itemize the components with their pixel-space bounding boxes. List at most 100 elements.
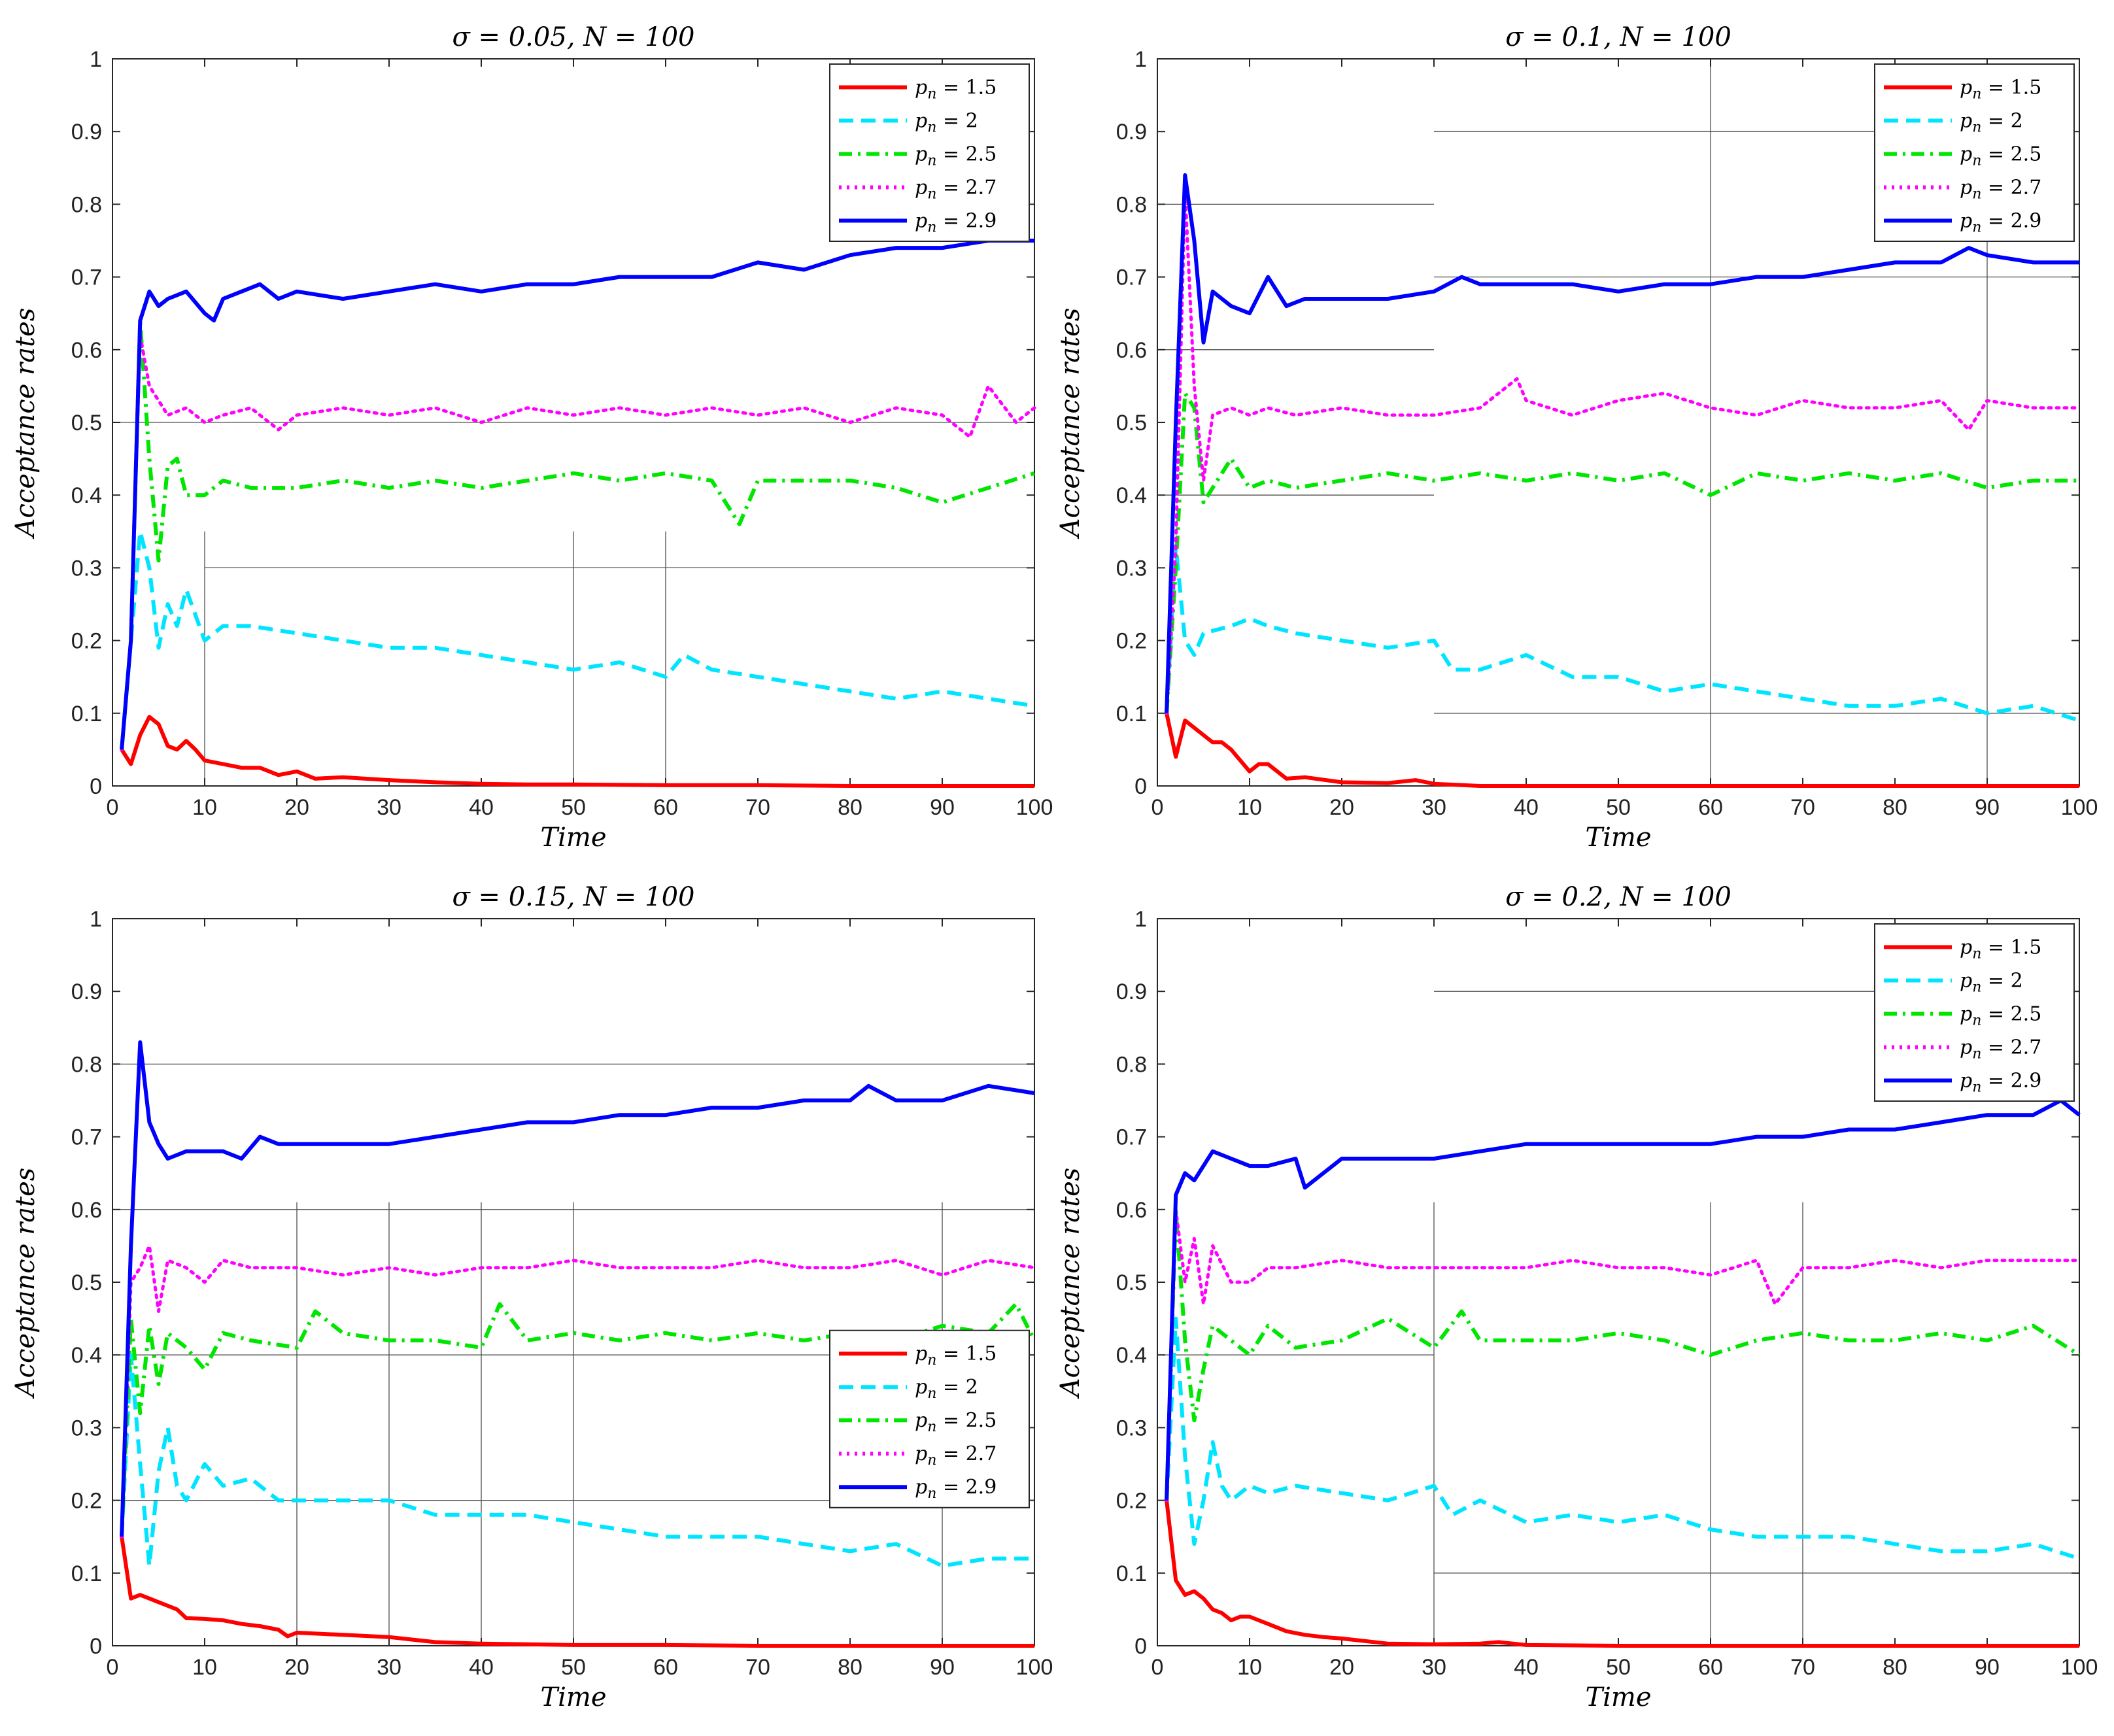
x-tick-label: 40: [469, 795, 494, 820]
series-line-2.7: [120, 333, 1036, 751]
series-line-2.5: [1165, 391, 2079, 713]
legend: pn = 1.5 pn = 2 pn = 2.5 pn = 2.7 pn = 2.9: [829, 63, 1030, 242]
x-tick-label: 80: [838, 795, 862, 820]
series-line-2.7: [1165, 188, 2081, 715]
y-tick-label: 0.2: [71, 1489, 102, 1514]
y-tick-label: 0.5: [71, 411, 102, 435]
series-line-2.9: [120, 239, 1034, 750]
y-tick-label: 1: [1134, 907, 1147, 932]
legend-label: pn = 2.7: [1960, 1036, 2041, 1063]
x-tick-label: 60: [653, 795, 678, 820]
x-tick-label: 0: [107, 795, 119, 820]
x-tick-label: 10: [1237, 795, 1262, 820]
x-axis-label: Time: [1585, 823, 1651, 853]
legend-box: [1874, 63, 2075, 242]
legend-label: pn = 1.5: [915, 1342, 997, 1369]
x-tick-label: 30: [1422, 795, 1446, 820]
y-tick-label: 0.2: [71, 629, 102, 654]
legend: pn = 1.5 pn = 2 pn = 2.5 pn = 2.7 pn = 2.9: [1874, 63, 2075, 242]
x-tick-label: 70: [745, 1655, 770, 1680]
series-line-2: [120, 1353, 1034, 1568]
y-tick-label: 0.3: [71, 556, 102, 581]
legend-box: [1874, 923, 2075, 1102]
x-tick-label: 20: [1329, 1655, 1354, 1680]
series-line-2.7: [120, 1244, 1036, 1539]
y-tick-label: 0.4: [1116, 1343, 1147, 1368]
y-axis-label: Acceptance rates: [10, 308, 41, 540]
series-line-2.9: [1165, 173, 2079, 713]
y-tick-label: 0.8: [71, 1052, 102, 1077]
y-tick-label: 1: [1134, 47, 1147, 72]
y-tick-label: 0.9: [1116, 120, 1147, 145]
x-tick-label: 10: [192, 795, 217, 820]
legend-label: pn = 2.7: [915, 177, 997, 203]
legend-label: pn = 1.5: [1960, 77, 2041, 103]
series-line-2: [1165, 544, 2080, 723]
y-tick-label: 0.6: [71, 338, 102, 363]
y-tick-label: 0.9: [71, 979, 102, 1004]
y-tick-label: 0.8: [1116, 1052, 1147, 1077]
legend-label: pn = 2.9: [1960, 1070, 2041, 1096]
y-tick-label: 0.2: [1116, 1489, 1147, 1514]
x-tick-label: 70: [745, 795, 770, 820]
legend-label: pn = 2.9: [915, 210, 997, 236]
series-line-1.5: [120, 1536, 1034, 1648]
y-tick-label: 0.8: [71, 192, 102, 217]
y-tick-label: 0.3: [71, 1416, 102, 1440]
legend-label: pn = 2: [1960, 110, 2023, 136]
legend-label: pn = 2.5: [915, 143, 997, 169]
x-tick-label: 50: [1606, 795, 1631, 820]
x-tick-label: 90: [930, 795, 955, 820]
x-tick-label: 0: [1151, 795, 1164, 820]
legend-label: pn = 1.5: [1960, 936, 2041, 962]
y-tick-label: 0.4: [71, 1343, 102, 1368]
x-tick-label: 10: [1237, 1655, 1262, 1680]
x-tick-label: 60: [653, 1655, 678, 1680]
x-tick-label: 60: [1698, 795, 1723, 820]
legend-box: [829, 63, 1030, 242]
series-line-1.5: [1165, 713, 2079, 788]
y-axis-label: Acceptance rates: [10, 1168, 41, 1400]
legend: pn = 1.5 pn = 2 pn = 2.5 pn = 2.7 pn = 2.9: [829, 1329, 1030, 1508]
chart-title: σ = 0.1, N = 100: [1505, 22, 1731, 52]
legend-label: pn = 2.5: [1960, 143, 2041, 169]
y-tick-label: 0: [90, 1634, 102, 1659]
x-tick-label: 70: [1790, 1655, 1815, 1680]
chart-title: σ = 0.05, N = 100: [452, 22, 694, 52]
legend-label: pn = 2.7: [1960, 177, 2041, 203]
legend-label: pn = 2: [915, 110, 978, 136]
y-tick-label: 0.4: [71, 483, 102, 508]
y-tick-label: 0: [1134, 1634, 1147, 1659]
y-tick-label: 0.1: [71, 702, 102, 726]
y-tick-label: 0.6: [1116, 1198, 1147, 1223]
legend: pn = 1.5 pn = 2 pn = 2.5 pn = 2.7 pn = 2.9: [1874, 923, 2075, 1102]
y-tick-label: 0.1: [71, 1561, 102, 1586]
x-tick-label: 30: [1422, 1655, 1446, 1680]
legend-label: pn = 2.9: [915, 1476, 997, 1502]
y-tick-label: 0.7: [1116, 265, 1147, 290]
legend-label: pn = 2.7: [915, 1442, 997, 1469]
x-tick-label: 90: [1975, 795, 2000, 820]
x-tick-label: 40: [469, 1655, 494, 1680]
series-line-2.5: [120, 318, 1035, 750]
y-tick-label: 1: [90, 907, 102, 932]
y-tick-label: 0.5: [1116, 1270, 1147, 1295]
y-tick-label: 0.5: [1116, 411, 1147, 435]
chart-panel-2: 0 10 20 30 40 50 60 70 80 90 100 0 0.1 0.2 0.3 0.4 0.5 0.…: [1055, 22, 2098, 853]
legend-label: pn = 2.9: [1960, 210, 2041, 236]
y-tick-label: 0.9: [71, 120, 102, 145]
y-tick-label: 0.7: [71, 1125, 102, 1150]
x-tick-label: 80: [1883, 1655, 1907, 1680]
x-tick-label: 40: [1514, 1655, 1539, 1680]
y-tick-label: 0.5: [71, 1270, 102, 1295]
series-line-2: [1165, 1316, 2080, 1561]
legend-label: pn = 2: [915, 1376, 978, 1402]
x-tick-label: 90: [930, 1655, 955, 1680]
x-tick-label: 100: [1016, 795, 1053, 820]
x-tick-label: 30: [377, 795, 401, 820]
x-tick-label: 50: [1606, 1655, 1631, 1680]
y-tick-label: 0: [1134, 774, 1147, 799]
legend-label: pn = 2.5: [1960, 1003, 2041, 1029]
x-tick-label: 20: [284, 1655, 309, 1680]
